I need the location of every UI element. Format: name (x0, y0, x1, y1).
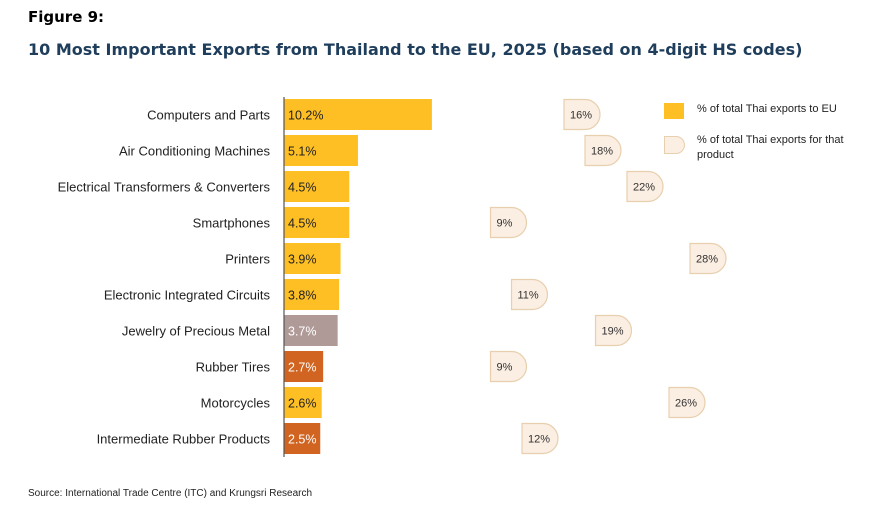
share-bar (284, 207, 350, 238)
share-bar-label: 2.5% (288, 433, 317, 447)
product-share-tag (510, 278, 549, 311)
product-share-label: 9% (497, 362, 513, 374)
product-share-tag (584, 134, 622, 167)
category-label: Electrical Transformers & Converters (58, 180, 271, 195)
product-share-label: 28% (696, 254, 718, 266)
product-share-label: 22% (633, 182, 655, 194)
share-bar-label: 3.9% (288, 253, 317, 267)
product-share-tag (626, 170, 664, 203)
category-label: Motorcycles (201, 396, 271, 411)
share-bar-label: 4.5% (288, 181, 317, 195)
legend-item-share: % of total Thai exports to EU (664, 102, 864, 119)
share-bar-label: 3.7% (288, 325, 317, 339)
category-label: Printers (225, 252, 270, 267)
product-share-label: 12% (528, 434, 550, 446)
share-bar-label: 2.7% (288, 361, 317, 375)
category-label: Computers and Parts (147, 108, 270, 123)
bar-chart: Computers and Parts 10.2% 16% Air Condition… (58, 97, 727, 457)
category-label: Jewelry of Precious Metal (122, 324, 270, 339)
share-bar-label: 4.5% (288, 217, 317, 231)
product-share-label: 11% (518, 290, 539, 302)
share-bar-label: 5.1% (288, 145, 317, 159)
legend-swatch-tag (664, 136, 685, 154)
product-share-tag (594, 314, 633, 347)
product-share-label: 9% (497, 218, 513, 230)
share-bar (284, 387, 322, 418)
legend-item-product: % of total Thai exports for that product (664, 133, 864, 163)
share-bar (284, 279, 340, 310)
share-bar (284, 351, 324, 382)
product-share-tag (521, 422, 559, 455)
source-note: Source: International Trade Centre (ITC)… (28, 488, 313, 499)
product-share-tag (489, 350, 528, 383)
product-share-tag (563, 98, 601, 131)
category-label: Electronic Integrated Circuits (104, 288, 271, 303)
product-share-label: 18% (591, 146, 613, 158)
category-label: Air Conditioning Machines (119, 144, 271, 159)
legend: % of total Thai exports to EU % of total… (664, 102, 864, 163)
legend-label-product: % of total Thai exports for that product (697, 134, 844, 161)
product-share-label: 16% (570, 110, 592, 122)
legend-swatch-bar (664, 103, 684, 119)
share-bar (284, 423, 321, 454)
product-share-label: 26% (675, 398, 697, 410)
share-bar (284, 171, 350, 202)
chart-title: 10 Most Important Exports from Thailand … (28, 40, 803, 59)
share-bar (284, 99, 432, 130)
figure-label: Figure 9: (28, 8, 105, 26)
share-bar-label: 3.8% (288, 289, 317, 303)
product-share-tag (668, 386, 706, 419)
category-label: Intermediate Rubber Products (97, 432, 271, 447)
share-bar (284, 243, 341, 274)
product-share-tag (689, 242, 727, 275)
share-bar-label: 2.6% (288, 397, 317, 411)
category-label: Smartphones (193, 216, 271, 231)
product-share-label: 19% (602, 326, 624, 338)
share-bar-label: 10.2% (288, 109, 323, 123)
share-bar (284, 135, 358, 166)
product-share-tag (489, 206, 528, 239)
category-label: Rubber Tires (196, 360, 271, 375)
share-bar (284, 315, 338, 346)
legend-label-share: % of total Thai exports to EU (697, 103, 837, 115)
